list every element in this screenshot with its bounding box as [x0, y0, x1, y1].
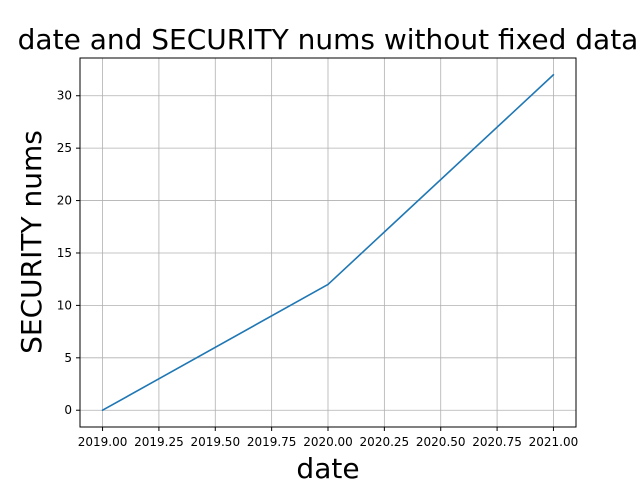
x-tick-label: 2019.50: [190, 435, 240, 449]
y-tick-label: 10: [57, 298, 72, 312]
data-point: [327, 283, 329, 286]
y-tick-label: 30: [57, 89, 72, 103]
x-tick-label: 2019.25: [134, 435, 184, 449]
y-tick-label: 15: [57, 246, 72, 260]
series-group: [101, 73, 555, 412]
x-tick-label: 2021.00: [529, 435, 579, 449]
x-tick-label: 2020.25: [360, 435, 410, 449]
x-axis-label: date: [296, 452, 359, 480]
data-point: [101, 409, 104, 412]
y-tick-label: 25: [57, 141, 72, 155]
y-tick-label: 0: [64, 403, 72, 417]
x-tick-label: 2019.75: [247, 435, 297, 449]
y-tick-label: 20: [57, 194, 72, 208]
y-axis-label: SECURITY nums: [15, 130, 48, 354]
x-tick-label: 2020.00: [303, 435, 353, 449]
x-tick-label: 2020.50: [416, 435, 466, 449]
x-tick-label: 2019.00: [78, 435, 128, 449]
data-point: [552, 73, 555, 76]
grid: [80, 58, 576, 427]
x-tick-label: 2020.75: [472, 435, 522, 449]
y-axis-ticks: 0 5 10 15 20 25 30: [57, 89, 80, 417]
y-tick-label: 5: [64, 351, 72, 365]
x-axis-ticks: 2019.00 2019.25 2019.50 2019.75 2020.00 2020.…: [78, 427, 579, 449]
chart-title: date and SECURITY nums without fixed dat…: [18, 23, 639, 56]
